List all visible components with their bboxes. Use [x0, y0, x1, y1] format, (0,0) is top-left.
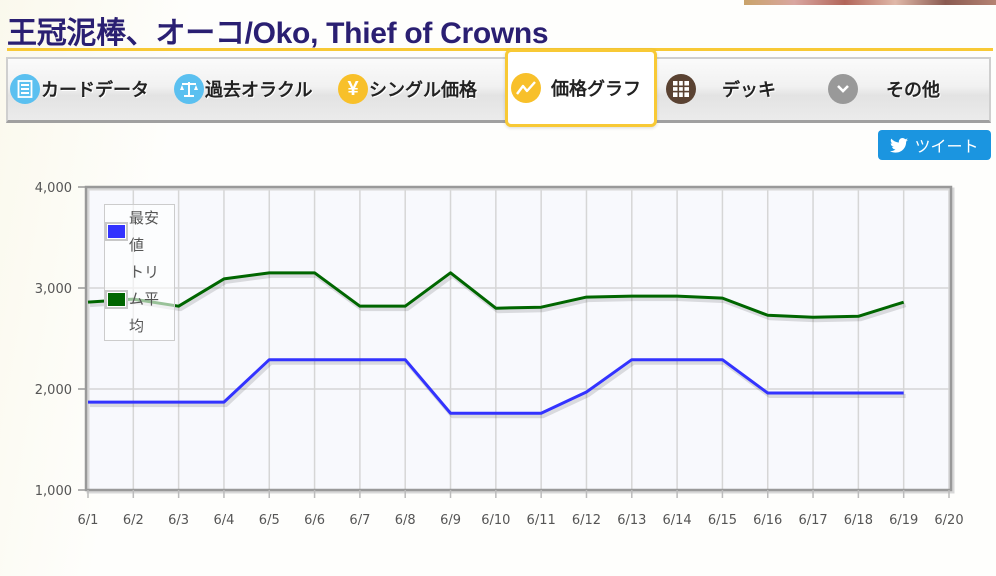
series-trimmed-mean [87, 271, 907, 323]
svg-text:6/12: 6/12 [572, 513, 601, 528]
legend-swatch [105, 222, 128, 241]
nav-bar: カードデータ 過去オラクル ¥ シングル価格 価格グラフ デッキ その他 [6, 49, 991, 127]
tab-label: デッキ [722, 80, 776, 100]
title-underline [7, 48, 993, 51]
svg-text:6/9: 6/9 [440, 513, 461, 528]
price-chart: 1,000 2,000 3,000 4,000 6/1 6/2 6/3 6/4 6/5 6/6 6/… [0, 170, 996, 550]
tab-deck[interactable]: デッキ [666, 59, 776, 119]
y-axis-labels: 1,000 2,000 3,000 4,000 [35, 181, 86, 499]
tab-price-graph[interactable]: 価格グラフ [505, 49, 657, 127]
tab-label: カードデータ [41, 80, 149, 100]
svg-text:6/13: 6/13 [617, 513, 646, 528]
svg-text:6/19: 6/19 [889, 513, 918, 528]
page-title: 王冠泥棒、オーコ/Oko, Thief of Crowns [7, 17, 549, 50]
legend-label: 最安値 [129, 209, 160, 254]
tweet-button[interactable]: ツイート [878, 130, 991, 160]
x-axis-labels: 6/1 6/2 6/3 6/4 6/5 6/6 6/7 6/8 6/9 6/10 6/11 6/12 6… [78, 490, 964, 528]
svg-text:4,000: 4,000 [35, 181, 72, 196]
svg-text:6/6: 6/6 [304, 513, 325, 528]
svg-text:6/17: 6/17 [798, 513, 827, 528]
tab-card-data[interactable]: カードデータ [10, 59, 149, 119]
svg-text:6/10: 6/10 [481, 513, 510, 528]
tab-label: 過去オラクル [205, 80, 313, 100]
svg-text:6/18: 6/18 [844, 513, 873, 528]
svg-text:6/8: 6/8 [395, 513, 416, 528]
tab-past-oracle[interactable]: 過去オラクル [174, 59, 312, 119]
svg-text:2,000: 2,000 [35, 383, 72, 398]
svg-text:6/1: 6/1 [78, 513, 99, 528]
svg-text:6/5: 6/5 [259, 513, 280, 528]
chart-legend: 最安値 トリム平均 [104, 204, 175, 341]
plot-area [86, 187, 951, 490]
legend-swatch [105, 290, 128, 309]
line-chart-icon [511, 73, 541, 103]
svg-text:6/11: 6/11 [527, 513, 556, 528]
tab-label: 価格グラフ [551, 79, 641, 99]
svg-text:1,000: 1,000 [35, 484, 72, 499]
tab-other[interactable]: その他 [828, 59, 940, 119]
scales-icon [174, 74, 204, 104]
svg-text:6/15: 6/15 [708, 513, 737, 528]
svg-text:6/3: 6/3 [168, 513, 189, 528]
card-art-thumbnail [744, 0, 996, 5]
plot-frame [84, 185, 953, 492]
tab-single-price[interactable]: ¥ シングル価格 [338, 59, 477, 119]
svg-text:6/2: 6/2 [123, 513, 144, 528]
chevron-down-icon [828, 74, 858, 104]
twitter-bird-icon [890, 137, 909, 153]
card-icon [10, 74, 40, 104]
tab-label: その他 [886, 80, 940, 100]
svg-text:6/14: 6/14 [663, 513, 692, 528]
svg-text:3,000: 3,000 [35, 282, 72, 297]
grid-icon [666, 74, 696, 104]
legend-label: トリム平均 [129, 263, 160, 335]
tweet-label: ツイート [914, 139, 979, 156]
svg-text:6/7: 6/7 [349, 513, 370, 528]
svg-text:6/20: 6/20 [934, 513, 963, 528]
svg-text:6/16: 6/16 [753, 513, 782, 528]
yen-icon: ¥ [338, 74, 368, 104]
series-lowest-price [88, 358, 906, 419]
tab-label: シングル価格 [369, 80, 477, 100]
svg-text:6/4: 6/4 [213, 513, 234, 528]
